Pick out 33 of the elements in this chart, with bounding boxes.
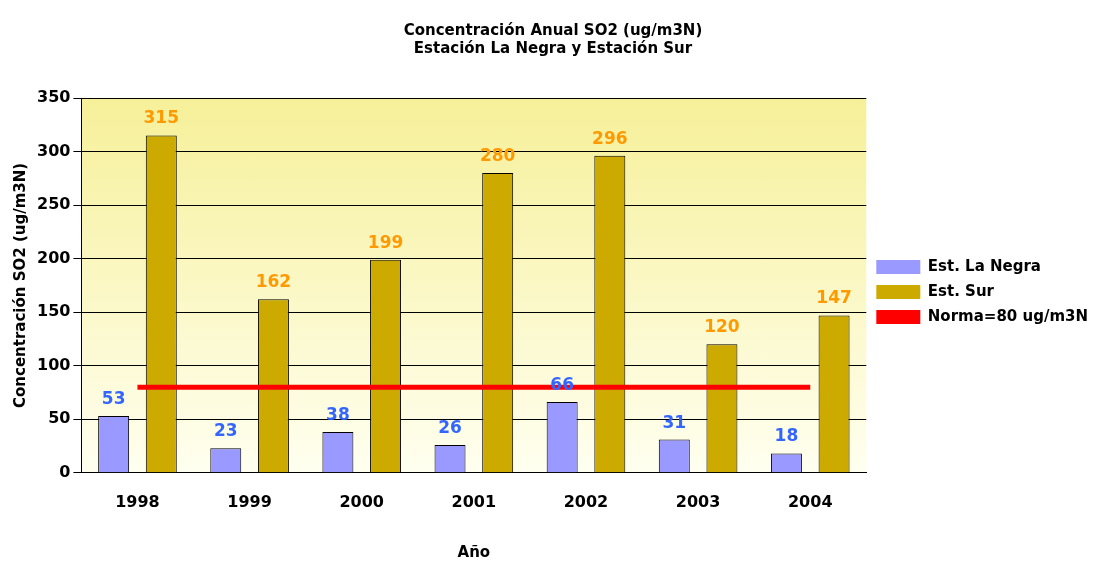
data-label: 315 — [143, 107, 180, 128]
data-label: 199 — [367, 231, 404, 252]
x-tick-label: 2000 — [339, 491, 384, 511]
y-tick-label: 100 — [36, 354, 71, 374]
x-tick-label: 2003 — [675, 491, 721, 511]
x-tick-label: 1998 — [115, 491, 160, 511]
y-tick-label: 350 — [36, 87, 71, 107]
legend-label: Est. Sur — [927, 281, 995, 300]
y-tick-label: 300 — [36, 140, 71, 160]
data-label: 23 — [213, 420, 238, 441]
data-label: 26 — [438, 416, 462, 437]
y-tick-label: 250 — [36, 194, 71, 214]
chart-title: Concentración Anual SO2 (ug/m3N) — [403, 20, 703, 39]
data-label: 18 — [774, 425, 799, 446]
data-label: 162 — [255, 271, 292, 292]
data-label: 296 — [592, 127, 628, 148]
x-tick-label: 2001 — [451, 491, 497, 511]
x-tick-label: 2004 — [787, 491, 833, 511]
data-label: 147 — [816, 287, 852, 308]
x-tick-label: 2002 — [563, 491, 609, 511]
y-axis-title: Concentración SO2 (ug/m3N) — [10, 162, 29, 408]
x-tick-label: 1999 — [227, 491, 272, 511]
y-tick-label: 0 — [59, 461, 71, 481]
data-label: 120 — [704, 316, 740, 337]
legend-label: Norma=80 ug/m3N — [927, 306, 1089, 325]
legend-label: Est. La Negra — [927, 256, 1041, 275]
data-label: 38 — [326, 404, 350, 425]
x-axis-title: Año — [457, 542, 491, 561]
y-tick-label: 150 — [36, 301, 71, 321]
y-tick-label: 50 — [48, 408, 71, 428]
chart-subtitle: Estación La Negra y Estación Sur — [413, 38, 693, 57]
data-label: 53 — [101, 387, 126, 408]
y-tick-label: 200 — [36, 247, 71, 267]
